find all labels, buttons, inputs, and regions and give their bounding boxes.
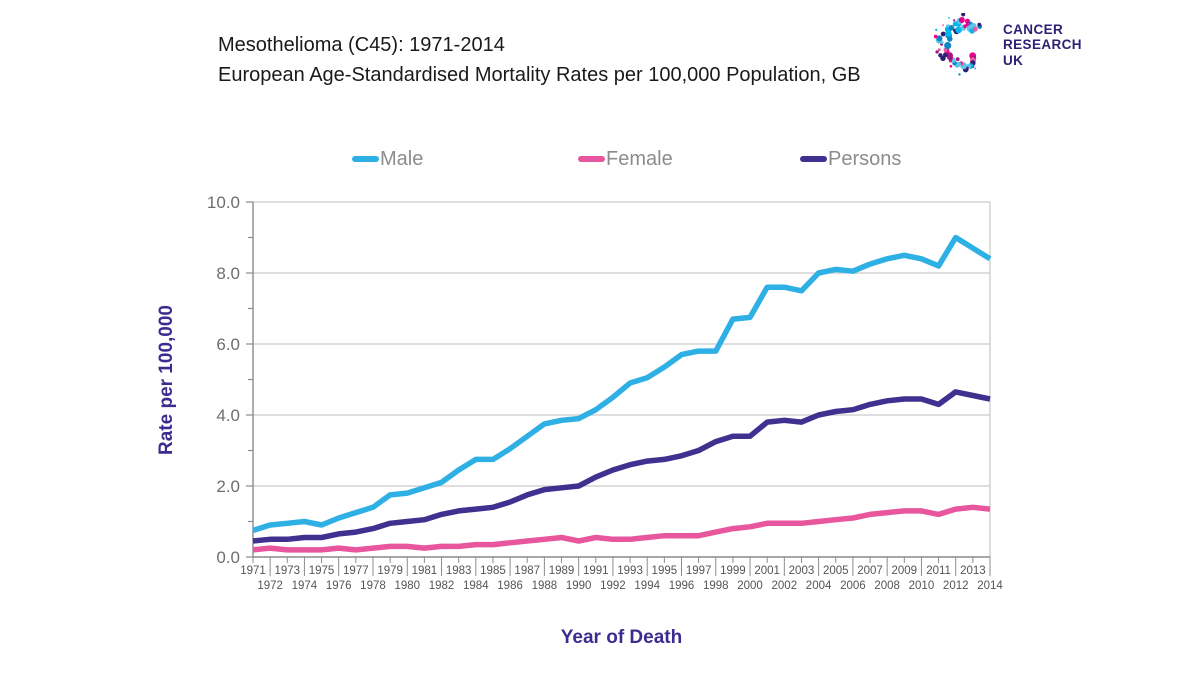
svg-text:2001: 2001 [754,565,780,577]
svg-text:1993: 1993 [617,565,643,577]
svg-text:1994: 1994 [634,580,660,592]
svg-text:1983: 1983 [446,565,472,577]
svg-text:2000: 2000 [737,580,763,592]
svg-text:1973: 1973 [274,565,300,577]
svg-text:2012: 2012 [943,580,969,592]
female-series-swatch [578,156,605,162]
svg-text:1995: 1995 [652,565,678,577]
svg-text:1989: 1989 [549,565,575,577]
svg-text:1990: 1990 [566,580,592,592]
svg-text:1992: 1992 [600,580,626,592]
y-axis-title: Rate per 100,000 [156,305,177,455]
legend-label-male: Male [380,147,424,170]
svg-text:8.0: 8.0 [216,264,240,283]
svg-text:1996: 1996 [669,580,695,592]
svg-text:6.0: 6.0 [216,335,240,354]
legend-label-female: Female [606,147,673,170]
persons-series-swatch [800,156,827,162]
female-series-line [252,504,991,553]
svg-text:2006: 2006 [840,580,866,592]
male-series-line [252,234,992,534]
svg-text:1975: 1975 [309,565,335,577]
svg-text:2005: 2005 [823,565,849,577]
svg-text:2003: 2003 [789,565,815,577]
svg-text:1974: 1974 [292,580,318,592]
cruk-logo: CANCER RESEARCH UK [933,10,1113,80]
legend-item-persons: Persons [800,147,901,171]
legend-item-female: Female [578,147,673,171]
svg-text:2014: 2014 [977,580,1003,592]
svg-text:1986: 1986 [497,580,523,592]
svg-text:2002: 2002 [772,580,798,592]
svg-text:1991: 1991 [583,565,609,577]
svg-text:2009: 2009 [892,565,918,577]
legend-label-persons: Persons [828,147,902,170]
svg-text:1999: 1999 [720,565,746,577]
svg-text:1998: 1998 [703,580,729,592]
svg-text:2011: 2011 [926,565,951,577]
svg-text:1979: 1979 [377,565,403,577]
svg-text:2013: 2013 [960,565,986,577]
svg-text:1971: 1971 [240,565,266,577]
cruk-logo-icon [933,13,983,76]
legend-item-male: Male [352,147,423,171]
svg-text:1987: 1987 [514,565,540,577]
chart-title: Mesothelioma (C45): 1971-2014 European A… [218,30,861,90]
x-axis-title: Year of Death [560,627,683,648]
svg-text:1982: 1982 [429,580,455,592]
svg-text:1997: 1997 [686,565,712,577]
svg-text:1980: 1980 [394,580,420,592]
svg-text:2010: 2010 [909,580,935,592]
svg-text:1985: 1985 [480,565,506,577]
svg-text:1977: 1977 [343,565,369,577]
svg-text:1972: 1972 [257,580,283,592]
male-series-swatch [352,156,379,162]
svg-text:0.0: 0.0 [216,548,240,567]
svg-text:1988: 1988 [532,580,558,592]
svg-text:10.0: 10.0 [207,193,240,212]
chart-title-line2: European Age-Standardised Mortality Rate… [218,64,861,86]
cruk-logo-text: CANCER RESEARCH UK [1003,21,1082,68]
svg-text:4.0: 4.0 [216,406,240,425]
chart-title-line1: Mesothelioma (C45): 1971-2014 [218,34,505,56]
legend: Male Female Persons [0,147,1200,171]
svg-text:1981: 1981 [412,565,438,577]
svg-text:2007: 2007 [857,565,883,577]
svg-text:1984: 1984 [463,580,489,592]
svg-text:2.0: 2.0 [216,477,240,496]
svg-text:2004: 2004 [806,580,832,592]
svg-text:1978: 1978 [360,580,386,592]
persons-series-line [252,389,991,544]
svg-text:2008: 2008 [874,580,900,592]
svg-text:1976: 1976 [326,580,352,592]
